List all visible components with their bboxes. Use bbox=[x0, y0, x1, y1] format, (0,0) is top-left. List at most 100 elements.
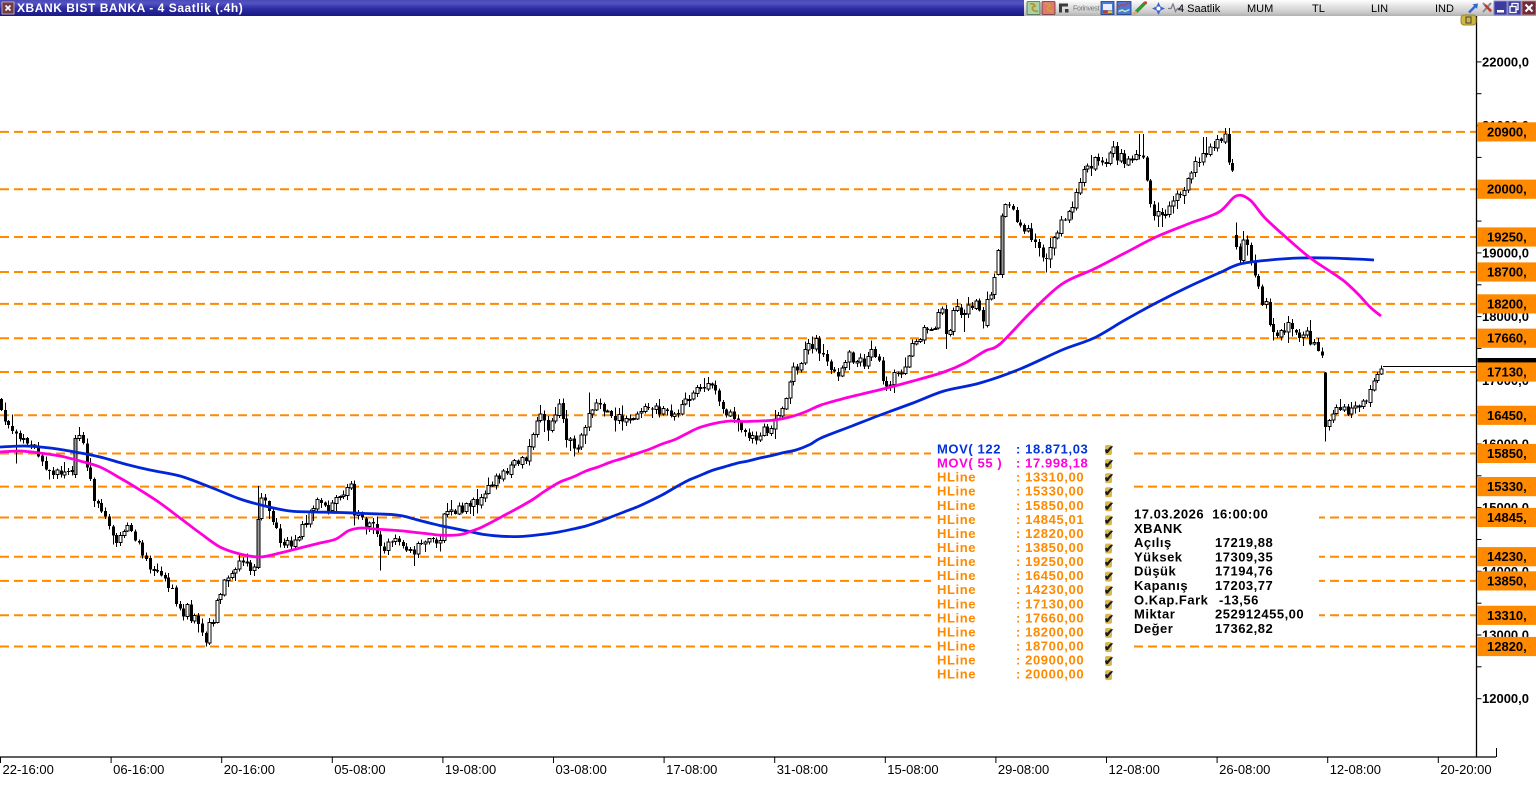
svg-text:18700,: 18700, bbox=[1487, 265, 1527, 280]
svg-text:31-08:00: 31-08:00 bbox=[777, 762, 828, 777]
svg-text:: 18.871,03: : 18.871,03 bbox=[1016, 442, 1088, 457]
svg-text:✔: ✔ bbox=[1104, 612, 1114, 626]
svg-text:HLine: HLine bbox=[937, 568, 976, 583]
svg-text:05-08:00: 05-08:00 bbox=[334, 762, 385, 777]
svg-text:Değer: Değer bbox=[1134, 621, 1173, 636]
svg-text:: 14845,01: : 14845,01 bbox=[1016, 512, 1084, 527]
svg-text:4 Saatlik: 4 Saatlik bbox=[1178, 3, 1221, 15]
svg-text:: 17660,00: : 17660,00 bbox=[1016, 610, 1084, 625]
svg-text:✔: ✔ bbox=[1104, 640, 1114, 654]
svg-text:: 17.998,18: : 17.998,18 bbox=[1016, 456, 1088, 471]
svg-text:03-08:00: 03-08:00 bbox=[556, 762, 607, 777]
svg-text:12-08:00: 12-08:00 bbox=[1330, 762, 1381, 777]
svg-text:Miktar: Miktar bbox=[1134, 607, 1175, 622]
svg-text:MOV( 55 ): MOV( 55 ) bbox=[937, 456, 1002, 471]
svg-text:20-20:00: 20-20:00 bbox=[1440, 762, 1491, 777]
svg-text:HLine: HLine bbox=[937, 653, 976, 668]
svg-text:✔: ✔ bbox=[1104, 598, 1114, 612]
svg-text:: 13310,00: : 13310,00 bbox=[1016, 470, 1084, 485]
svg-text:HLine: HLine bbox=[937, 498, 976, 513]
svg-text:✔: ✔ bbox=[1104, 668, 1114, 682]
svg-text:✔: ✔ bbox=[1104, 654, 1114, 668]
svg-text:HLine: HLine bbox=[937, 624, 976, 639]
svg-text:: 19250,00: : 19250,00 bbox=[1016, 554, 1084, 569]
svg-text:✔: ✔ bbox=[1104, 626, 1114, 640]
svg-text:17309,35: 17309,35 bbox=[1215, 549, 1273, 564]
svg-text:: 16450,00: : 16450,00 bbox=[1016, 568, 1084, 583]
svg-text:17-08:00: 17-08:00 bbox=[666, 762, 717, 777]
svg-text:17203,77: 17203,77 bbox=[1215, 578, 1273, 593]
svg-text:LIN: LIN bbox=[1371, 3, 1388, 15]
svg-text:O.Kap.Fark: O.Kap.Fark bbox=[1134, 592, 1209, 607]
svg-text:HLine: HLine bbox=[937, 667, 976, 682]
svg-text:Kapanış: Kapanış bbox=[1134, 578, 1188, 593]
svg-text:HLine: HLine bbox=[937, 639, 976, 654]
svg-text:Açılış: Açılış bbox=[1134, 535, 1172, 550]
svg-text:✔: ✔ bbox=[1104, 570, 1114, 584]
svg-text:✔: ✔ bbox=[1104, 556, 1114, 570]
svg-text:16450,: 16450, bbox=[1487, 408, 1527, 423]
svg-text:✔: ✔ bbox=[1104, 542, 1114, 556]
svg-text:HLine: HLine bbox=[937, 610, 976, 625]
svg-text:12820,: 12820, bbox=[1487, 639, 1527, 654]
svg-text:18200,: 18200, bbox=[1487, 296, 1527, 311]
svg-text:: 13850,00: : 13850,00 bbox=[1016, 540, 1084, 555]
svg-text:: 17130,00: : 17130,00 bbox=[1016, 596, 1084, 611]
svg-text:20900,: 20900, bbox=[1487, 124, 1527, 139]
svg-text:19-08:00: 19-08:00 bbox=[445, 762, 496, 777]
svg-text:14230,: 14230, bbox=[1487, 549, 1527, 564]
svg-text:✔: ✔ bbox=[1104, 499, 1114, 513]
svg-text:15330,: 15330, bbox=[1487, 479, 1527, 494]
svg-text:26-08:00: 26-08:00 bbox=[1219, 762, 1270, 777]
svg-text:: 15850,00: : 15850,00 bbox=[1016, 498, 1084, 513]
svg-text:17219,88: 17219,88 bbox=[1215, 535, 1273, 550]
svg-text:HLine: HLine bbox=[937, 512, 976, 527]
svg-text:06-16:00: 06-16:00 bbox=[113, 762, 164, 777]
svg-text:MUM: MUM bbox=[1247, 3, 1273, 15]
svg-text:✔: ✔ bbox=[1104, 584, 1114, 598]
svg-text:17660,: 17660, bbox=[1487, 331, 1527, 346]
svg-text:HLine: HLine bbox=[937, 554, 976, 569]
svg-text:Düşük: Düşük bbox=[1134, 564, 1177, 579]
svg-text:Yüksek: Yüksek bbox=[1134, 549, 1183, 564]
svg-text:17362,82: 17362,82 bbox=[1215, 621, 1273, 636]
svg-text:MOV( 122: MOV( 122 bbox=[937, 442, 1001, 457]
svg-text:14845,: 14845, bbox=[1487, 510, 1527, 525]
svg-text:✔: ✔ bbox=[1104, 513, 1114, 527]
svg-text:20000,: 20000, bbox=[1487, 182, 1527, 197]
svg-text:XBANK: XBANK bbox=[1134, 521, 1183, 536]
svg-text:17194,76: 17194,76 bbox=[1215, 564, 1273, 579]
svg-text:HLine: HLine bbox=[937, 596, 976, 611]
svg-text:15850,: 15850, bbox=[1487, 446, 1527, 461]
svg-text:17130,: 17130, bbox=[1487, 365, 1527, 380]
svg-text:TL: TL bbox=[1312, 3, 1325, 15]
svg-text:13850,: 13850, bbox=[1487, 573, 1527, 588]
svg-text:29-08:00: 29-08:00 bbox=[998, 762, 1049, 777]
svg-text:: 14230,00: : 14230,00 bbox=[1016, 582, 1084, 597]
svg-text:: 20900,00: : 20900,00 bbox=[1016, 653, 1084, 668]
svg-text:20-16:00: 20-16:00 bbox=[224, 762, 275, 777]
svg-text:: 15330,00: : 15330,00 bbox=[1016, 484, 1084, 499]
svg-text:Forinvest: Forinvest bbox=[1073, 6, 1099, 13]
svg-text:XBANK BIST BANKA - 4 Saatlik (: XBANK BIST BANKA - 4 Saatlik (.4h) bbox=[17, 1, 243, 15]
svg-text:HLine: HLine bbox=[937, 582, 976, 597]
svg-text:13310,: 13310, bbox=[1487, 608, 1527, 623]
svg-text:15-08:00: 15-08:00 bbox=[887, 762, 938, 777]
svg-text:: 12820,00: : 12820,00 bbox=[1016, 526, 1084, 541]
svg-text:: 18700,00: : 18700,00 bbox=[1016, 639, 1084, 654]
svg-text:: 20000,00: : 20000,00 bbox=[1016, 667, 1084, 682]
svg-text:: 18200,00: : 18200,00 bbox=[1016, 624, 1084, 639]
svg-text:HLine: HLine bbox=[937, 484, 976, 499]
svg-text:12000,0: 12000,0 bbox=[1482, 691, 1529, 706]
svg-text:19250,: 19250, bbox=[1487, 230, 1527, 245]
svg-text:17.03.2026 16:00:00: 17.03.2026 16:00:00 bbox=[1134, 507, 1268, 522]
svg-text:-13,56: -13,56 bbox=[1219, 592, 1259, 607]
svg-text:✔: ✔ bbox=[1104, 457, 1114, 471]
svg-text:HLine: HLine bbox=[937, 526, 976, 541]
svg-text:✔: ✔ bbox=[1104, 443, 1114, 457]
svg-text:✔: ✔ bbox=[1104, 485, 1114, 499]
svg-text:HLine: HLine bbox=[937, 470, 976, 485]
svg-text:22000,0: 22000,0 bbox=[1482, 54, 1529, 69]
svg-text:✔: ✔ bbox=[1104, 527, 1114, 541]
svg-text:✔: ✔ bbox=[1104, 471, 1114, 485]
